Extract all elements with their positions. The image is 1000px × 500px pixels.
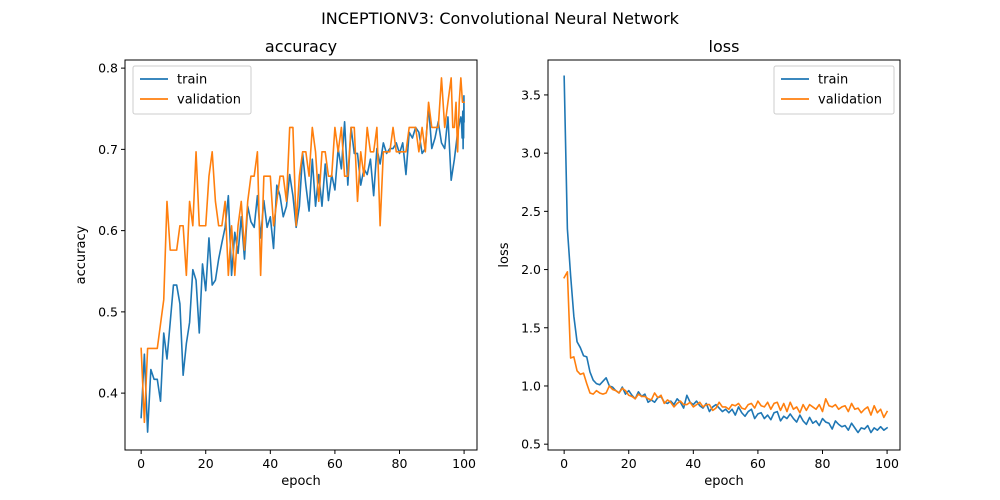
accuracy-x-tick-label: 80 bbox=[392, 456, 408, 471]
loss-x-tick-label: 80 bbox=[815, 456, 831, 471]
accuracy-y-axis-label: accuracy bbox=[74, 225, 89, 284]
loss-legend-label-train: train bbox=[818, 73, 848, 88]
accuracy-y-tick-label: 0.7 bbox=[98, 142, 118, 157]
loss-y-tick-label: 2.5 bbox=[521, 204, 541, 219]
loss-x-tick-label: 40 bbox=[685, 456, 701, 471]
accuracy-legend: train validation bbox=[132, 65, 252, 115]
loss-validation-line bbox=[563, 271, 889, 419]
accuracy-axes-frame bbox=[124, 59, 478, 451]
loss-x-tick-label: 0 bbox=[560, 456, 568, 471]
accuracy-y-tick-label: 0.6 bbox=[98, 223, 118, 238]
loss-y-tick-label: 0.5 bbox=[521, 437, 541, 452]
loss-y-axis-label: loss bbox=[497, 242, 512, 267]
accuracy-x-tick-label: 100 bbox=[452, 456, 476, 471]
loss-legend: train validation bbox=[773, 65, 895, 115]
loss-x-tick-label: 60 bbox=[750, 456, 766, 471]
loss-axes-frame bbox=[547, 59, 901, 451]
loss-x-tick-label: 20 bbox=[621, 456, 637, 471]
loss-legend-box bbox=[773, 65, 895, 115]
accuracy-legend-label-train: train bbox=[177, 73, 207, 88]
figure-title: INCEPTIONV3: Convolutional Neural Networ… bbox=[321, 9, 680, 28]
accuracy-y-tick-label: 0.4 bbox=[98, 386, 118, 401]
accuracy-y-tick-label: 0.8 bbox=[98, 61, 118, 76]
accuracy-x-tick-label: 40 bbox=[262, 456, 278, 471]
loss-y-tick-label: 3.0 bbox=[521, 146, 541, 161]
loss-x-axis-label: epoch bbox=[704, 474, 744, 489]
accuracy-legend-box bbox=[132, 65, 252, 115]
accuracy-x-tick-label: 20 bbox=[198, 456, 214, 471]
accuracy-plot-title: accuracy bbox=[265, 37, 337, 56]
loss-y-tick-label: 1.5 bbox=[521, 320, 541, 335]
loss-y-tick-label: 3.5 bbox=[521, 87, 541, 102]
loss-y-tick-label: 1.0 bbox=[521, 378, 541, 393]
loss-train-line bbox=[563, 75, 889, 434]
accuracy-legend-label-validation: validation bbox=[177, 93, 241, 108]
accuracy-x-tick-label: 0 bbox=[137, 456, 145, 471]
loss-y-tick-label: 2.0 bbox=[521, 262, 541, 277]
accuracy-plot: 0 20 40 60 80 100 0.4 0.5 0.6 0.7 0.8 accuracy epoch… bbox=[74, 37, 478, 489]
loss-legend-label-validation: validation bbox=[818, 93, 882, 108]
accuracy-x-tick-label: 60 bbox=[327, 456, 343, 471]
accuracy-y-tick-label: 0.5 bbox=[98, 304, 118, 319]
accuracy-validation-line bbox=[140, 77, 465, 424]
loss-x-tick-label: 100 bbox=[875, 456, 899, 471]
accuracy-train-line bbox=[140, 94, 465, 433]
accuracy-x-axis-label: epoch bbox=[281, 474, 321, 489]
loss-plot-title: loss bbox=[709, 37, 740, 56]
loss-plot: 0 20 40 60 80 100 0.5 1.0 1.5 2.0 2.5 3.0 3.5 loss epo… bbox=[497, 37, 901, 489]
